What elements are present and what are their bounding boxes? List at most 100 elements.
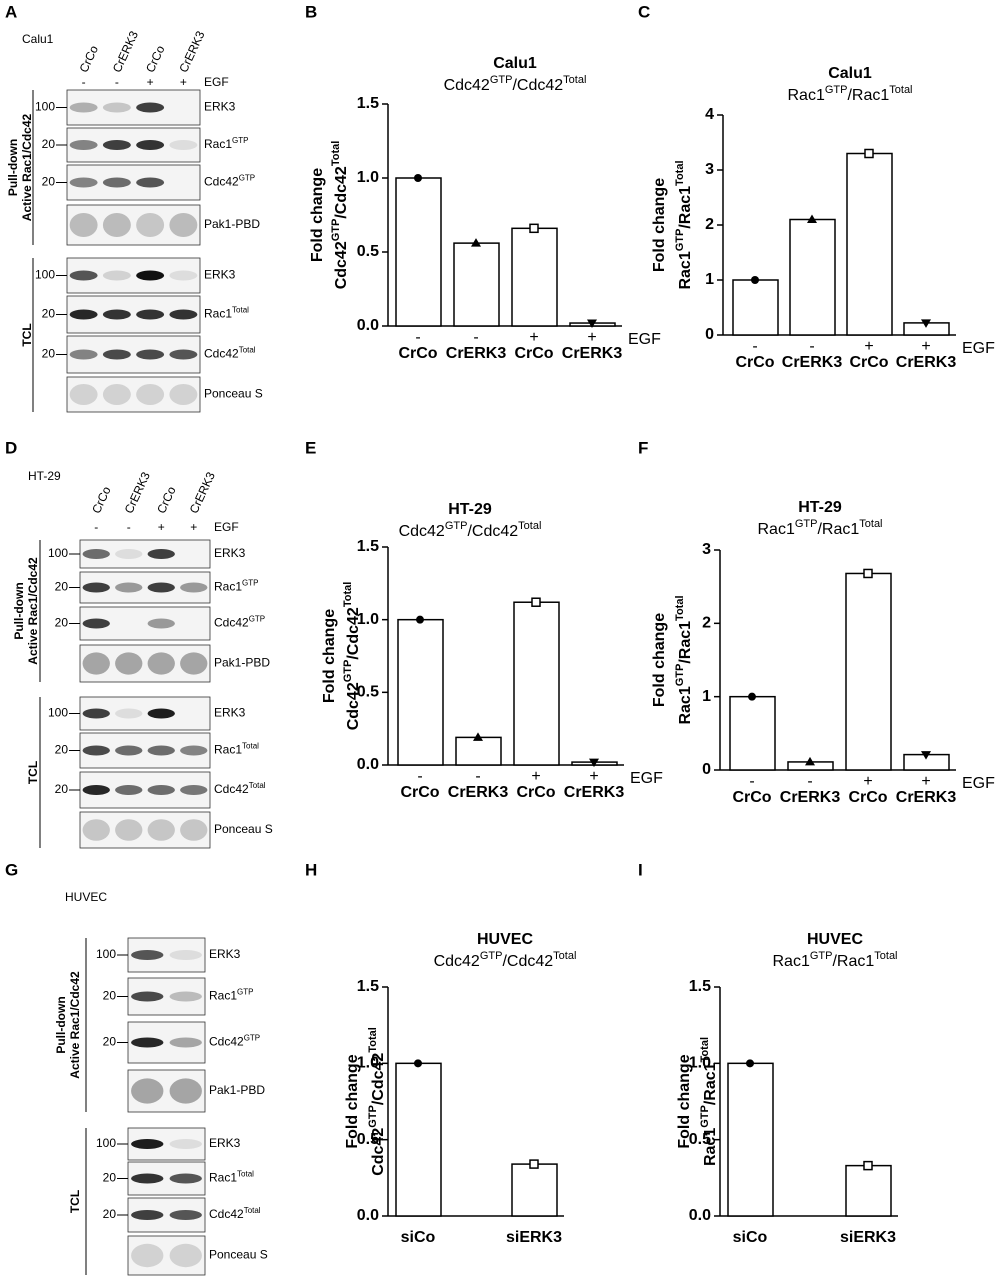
band bbox=[102, 384, 131, 405]
band bbox=[169, 1139, 202, 1149]
group-label: Pull-down bbox=[12, 582, 26, 639]
band-label-part: Total bbox=[232, 305, 249, 314]
x-tick-label: CrERK3 bbox=[782, 354, 843, 371]
band-label: ERK3 bbox=[209, 1136, 241, 1150]
band-label-part: Cdc42 bbox=[204, 175, 239, 189]
chart-subtitle-part: /Cdc42 bbox=[467, 523, 518, 540]
y-axis-label-part: Rac1 bbox=[677, 686, 694, 724]
band-label-part: GTP bbox=[244, 1033, 260, 1042]
bar bbox=[455, 736, 502, 766]
sign-label: - bbox=[415, 329, 420, 346]
data-marker bbox=[587, 319, 597, 329]
band bbox=[169, 140, 198, 150]
blot-strip bbox=[66, 89, 201, 126]
bar bbox=[729, 695, 776, 771]
panel-label: D bbox=[5, 438, 17, 457]
band bbox=[136, 384, 165, 405]
band bbox=[82, 582, 110, 593]
band-label-part: Total bbox=[237, 1169, 254, 1178]
x-tick-label: siERK3 bbox=[840, 1229, 896, 1246]
x-tick-label: CrCo bbox=[848, 789, 887, 806]
sign-label: + bbox=[863, 773, 872, 790]
chart-subtitle-part: GTP bbox=[810, 950, 833, 962]
y-axis-label-part: /Cdc42 bbox=[345, 607, 362, 660]
band bbox=[136, 270, 165, 281]
lane-sign: + bbox=[147, 75, 154, 89]
y-tick-label: 2 bbox=[702, 615, 711, 632]
band-label-part: Pak1-PBD bbox=[214, 656, 270, 670]
bar bbox=[395, 177, 442, 327]
band-label: Pak1-PBD bbox=[209, 1083, 265, 1097]
band bbox=[82, 819, 110, 841]
chart-subtitle-part: Total bbox=[874, 950, 897, 962]
band-label-part: Total bbox=[239, 345, 256, 354]
y-axis-label: Rac1GTP/Rac1Total bbox=[699, 1037, 719, 1166]
group-label: TCL bbox=[68, 1190, 82, 1213]
group-label: Active Rac1/Cdc42 bbox=[68, 971, 82, 1079]
band-label-part: ERK3 bbox=[214, 546, 246, 560]
x-tick-label: siCo bbox=[733, 1229, 768, 1246]
band-label-part: Cdc42 bbox=[209, 1207, 244, 1221]
band bbox=[131, 1243, 164, 1268]
lane-label: CrERK3 bbox=[176, 29, 207, 75]
y-axis-label: Fold change bbox=[651, 613, 668, 707]
x-tick-label: CrERK3 bbox=[446, 345, 507, 362]
chart-subtitle-part: Rac1 bbox=[787, 87, 824, 104]
y-axis-label: Cdc42GTP/Cdc42Total bbox=[342, 582, 362, 731]
band-label-part: Ponceau S bbox=[214, 822, 273, 836]
bar bbox=[727, 1062, 774, 1217]
bar bbox=[789, 218, 836, 336]
x-tick-label: CrERK3 bbox=[562, 345, 623, 362]
band bbox=[147, 618, 175, 629]
chart-subtitle-part: Total bbox=[563, 74, 586, 86]
band-label: Cdc42Total bbox=[204, 345, 256, 361]
bar bbox=[395, 1062, 442, 1217]
lane-label: CrCo bbox=[143, 43, 168, 75]
band bbox=[69, 384, 98, 405]
chart-subtitle-part: Cdc42 bbox=[434, 953, 480, 970]
chart-title: HUVEC bbox=[477, 931, 533, 948]
chart-subtitle-part: Cdc42 bbox=[444, 77, 490, 94]
chart-subtitle-part: Total bbox=[859, 518, 882, 530]
band bbox=[131, 1139, 164, 1149]
band-label: ERK3 bbox=[214, 546, 246, 560]
y-axis-label-part: GTP bbox=[699, 1105, 711, 1128]
y-tick-label: 0.0 bbox=[689, 1207, 711, 1224]
y-axis-label-part: Total bbox=[674, 595, 686, 620]
band-label-part: GTP bbox=[242, 578, 258, 587]
treatment-label: EGF bbox=[628, 331, 661, 348]
group-label: TCL bbox=[20, 323, 34, 346]
sign-label: - bbox=[749, 773, 754, 790]
band bbox=[69, 213, 98, 237]
cell-line: HUVEC bbox=[65, 890, 107, 904]
band bbox=[102, 309, 131, 320]
group-label: Active Rac1/Cdc42 bbox=[20, 113, 34, 221]
band bbox=[147, 745, 175, 756]
band-label-part: Rac1 bbox=[204, 137, 232, 151]
band-label: Cdc42GTP bbox=[209, 1033, 260, 1049]
band-label: Ponceau S bbox=[214, 822, 273, 836]
sign-label: + bbox=[921, 338, 930, 355]
sign-label: - bbox=[752, 338, 757, 355]
x-tick-label: CrCo bbox=[516, 784, 555, 801]
data-marker bbox=[921, 319, 931, 328]
y-tick-label: 1 bbox=[702, 688, 711, 705]
data-marker bbox=[531, 597, 541, 607]
band-label-part: Cdc42 bbox=[204, 347, 239, 361]
y-tick-label: 0 bbox=[702, 761, 711, 778]
cell-line: Calu1 bbox=[22, 32, 54, 46]
data-marker bbox=[746, 1059, 754, 1068]
lane-sign: - bbox=[127, 520, 131, 534]
y-tick-label: 3 bbox=[705, 161, 714, 178]
band-label: ERK3 bbox=[209, 947, 241, 961]
band-label: Cdc42GTP bbox=[204, 173, 255, 189]
chart-subtitle: Cdc42GTP/Cdc42Total bbox=[444, 74, 587, 94]
band bbox=[169, 349, 198, 360]
lane-label: CrCo bbox=[77, 43, 102, 75]
band bbox=[147, 549, 175, 559]
band-label-part: ERK3 bbox=[214, 706, 246, 720]
band bbox=[169, 1037, 202, 1048]
blot-strip bbox=[79, 644, 211, 683]
mw-marker: 20 bbox=[42, 347, 56, 361]
y-tick-label: 0.5 bbox=[357, 1131, 379, 1148]
